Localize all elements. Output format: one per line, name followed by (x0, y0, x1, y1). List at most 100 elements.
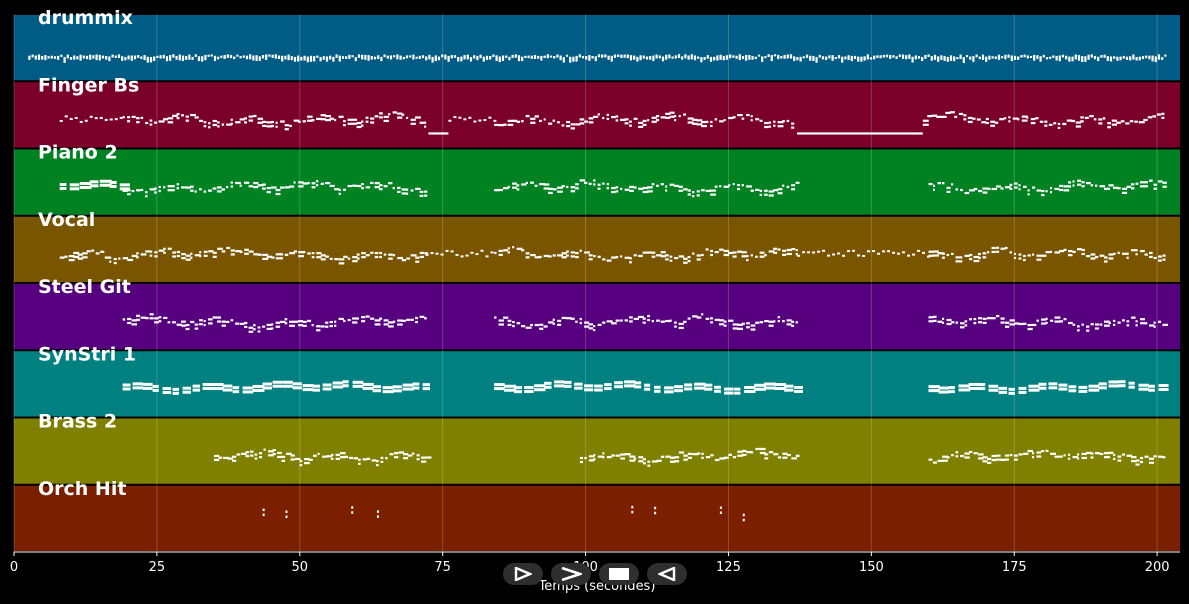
note (714, 118, 718, 121)
note (316, 329, 321, 332)
note (917, 249, 921, 252)
note (380, 56, 383, 62)
note (755, 118, 760, 121)
note (1077, 183, 1082, 186)
note (352, 122, 358, 125)
note (447, 55, 450, 62)
note (1080, 120, 1084, 123)
note (928, 385, 940, 389)
note (239, 118, 245, 121)
note (312, 384, 321, 388)
note (572, 56, 575, 62)
note (140, 316, 147, 319)
note (226, 123, 232, 126)
note (684, 54, 687, 59)
note (217, 56, 220, 60)
note (329, 324, 333, 328)
note (190, 189, 194, 192)
note (154, 251, 158, 254)
note (795, 249, 798, 252)
note (750, 451, 754, 454)
note (398, 451, 405, 454)
note (1077, 248, 1082, 251)
note (507, 323, 512, 326)
note (564, 380, 572, 384)
note (86, 250, 91, 253)
note (266, 327, 272, 330)
note (593, 454, 596, 457)
note (105, 56, 108, 60)
note (412, 382, 420, 386)
note (620, 187, 623, 191)
note (277, 455, 282, 459)
note (958, 384, 971, 388)
note (419, 315, 425, 318)
note (815, 57, 818, 63)
note (681, 56, 684, 60)
note (295, 457, 301, 461)
note (1117, 459, 1122, 462)
note (418, 55, 421, 59)
note (741, 251, 747, 254)
note (512, 182, 518, 185)
stop-button[interactable] (599, 563, 639, 585)
note (313, 454, 317, 457)
note (364, 54, 367, 60)
note (1030, 121, 1036, 125)
note (931, 114, 938, 117)
note (239, 184, 242, 187)
note (656, 114, 660, 118)
note (334, 324, 337, 327)
note (154, 191, 157, 194)
note (383, 115, 389, 119)
note (719, 319, 724, 322)
note (557, 319, 562, 322)
note (167, 189, 173, 192)
note (252, 55, 255, 61)
note (1099, 185, 1105, 188)
note (588, 459, 595, 462)
note (905, 55, 908, 60)
note (1109, 56, 1113, 62)
play-back-button[interactable] (647, 563, 687, 585)
note (940, 55, 943, 60)
note (1052, 55, 1055, 58)
note (543, 254, 549, 258)
note (847, 250, 851, 253)
note (113, 257, 117, 261)
note (837, 252, 841, 255)
note (912, 253, 916, 256)
note (642, 123, 647, 127)
note (996, 185, 1001, 188)
note (946, 253, 950, 257)
play-forward-button[interactable] (503, 563, 543, 585)
note (284, 322, 288, 325)
note (325, 115, 332, 118)
next-button[interactable] (551, 563, 591, 585)
note (162, 387, 172, 391)
note (266, 255, 272, 258)
note (293, 56, 297, 62)
note (1048, 382, 1058, 386)
note (1023, 54, 1026, 58)
note (742, 518, 745, 522)
note (1098, 122, 1103, 125)
note (654, 389, 661, 393)
note (1135, 459, 1140, 462)
note (624, 256, 631, 259)
note (626, 54, 629, 59)
note (163, 251, 166, 254)
note (911, 56, 914, 63)
note (1036, 254, 1042, 257)
note (968, 386, 980, 390)
note (594, 388, 603, 392)
note (489, 56, 492, 60)
note (1144, 253, 1148, 256)
note (651, 460, 658, 463)
note (949, 55, 953, 61)
note (1090, 452, 1094, 455)
note (964, 456, 970, 459)
note (807, 251, 811, 254)
note (1068, 181, 1072, 184)
note (794, 389, 803, 393)
